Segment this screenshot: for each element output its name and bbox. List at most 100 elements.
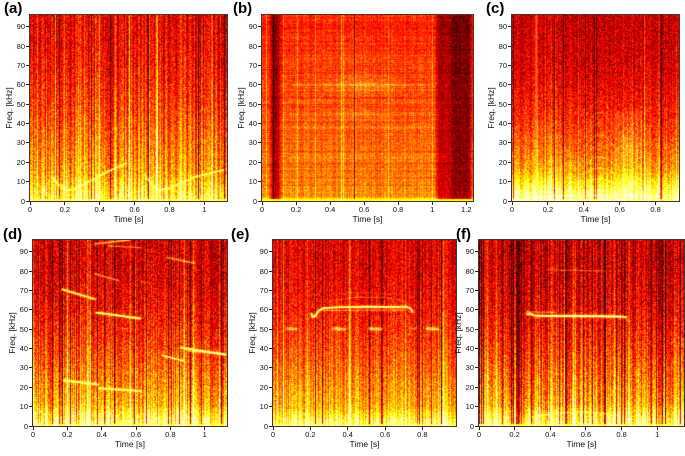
y-tick-label: 60 [498,80,507,90]
y-tick-mark [26,103,29,105]
spectrogram-image-a [30,15,227,201]
y-tick-label: 20 [259,382,268,392]
y-tick-mark [258,200,261,202]
y-tick-mark [26,181,29,183]
y-tick-label: 50 [259,324,268,334]
y-tick-label: 50 [19,324,28,334]
x-tick-label: 0 [509,205,515,214]
panel-label-a: (a) [4,0,23,17]
y-tick-label: 50 [248,99,257,109]
x-tick-mark [511,202,513,205]
y-tick-mark [258,64,261,66]
x-tick-mark [135,427,137,430]
y-tick-mark [475,425,478,427]
y-tick-label: 10 [19,402,28,412]
y-tick-label: 60 [248,80,257,90]
x-tick-mark [549,427,551,430]
y-tick-label: 80 [465,266,474,276]
y-tick-mark [475,270,478,272]
y-tick-mark [258,142,261,144]
y-tick-mark [258,161,261,163]
y-tick-mark [508,181,511,183]
x-tick-label: 0.8 [417,430,428,439]
x-tick-label: 1 [430,205,435,214]
y-tick-mark [475,406,478,408]
x-axis-label-d: Time [s] [115,439,145,449]
spectrogram-plot-c [511,14,680,202]
x-tick-mark [66,427,68,430]
y-tick-mark [508,200,511,202]
x-tick-label: 0.2 [290,205,302,214]
x-tick-label: 0.2 [62,430,73,439]
x-tick-label: 0.6 [580,430,592,439]
y-tick-mark [29,270,32,272]
y-tick-label: 80 [498,41,507,51]
x-tick-mark [329,202,331,205]
x-tick-label: 0 [30,430,36,439]
y-tick-label: 0 [469,421,474,431]
x-axis-label-b: Time [s] [352,214,383,224]
x-tick-label: 0.6 [130,430,142,439]
x-tick-mark [168,202,170,205]
x-tick-label: 0.2 [542,205,554,214]
y-tick-mark [258,26,261,28]
spectrogram-image-e [273,240,456,426]
x-tick-label: 0.2 [509,430,520,439]
spectrogram-plot-f [478,239,685,427]
y-tick-label: 40 [16,119,25,128]
y-tick-label: 90 [248,22,257,32]
y-tick-label: 90 [259,247,268,257]
y-tick-label: 0 [252,196,257,206]
x-tick-mark [64,202,66,205]
y-tick-label: 50 [465,324,474,334]
x-tick-mark [295,202,297,205]
y-tick-label: 0 [23,421,28,431]
y-tick-mark [269,425,272,427]
x-axis-label-c: Time [s] [580,214,611,224]
y-tick-label: 0 [502,196,507,206]
y-tick-label: 90 [19,247,28,257]
y-tick-label: 10 [16,177,25,187]
x-tick-mark [203,202,205,205]
y-tick-mark [508,45,511,47]
x-tick-label: 0.4 [324,205,336,214]
y-tick-label: 50 [498,99,507,109]
y-tick-label: 20 [16,157,25,167]
x-tick-label: 0.8 [165,430,176,439]
y-tick-mark [258,45,261,47]
x-tick-label: 0.6 [379,430,391,439]
y-tick-label: 60 [465,305,474,315]
x-tick-label: 0 [476,430,482,439]
y-tick-mark [29,328,32,330]
panel-label-d: (d) [3,226,23,243]
y-tick-mark [475,348,478,349]
y-tick-mark [475,386,478,388]
y-tick-label: 60 [259,305,268,315]
y-tick-mark [269,309,272,311]
x-tick-mark [363,202,365,205]
y-tick-mark [508,64,511,66]
y-tick-label: 40 [465,344,474,353]
x-tick-label: 0.8 [392,205,404,214]
y-tick-mark [26,123,29,124]
spectrogram-image-c [512,15,679,201]
y-tick-label: 20 [465,382,474,392]
panel-label-e: (e) [231,226,250,243]
y-tick-mark [269,251,272,253]
x-tick-label: 0.6 [129,205,140,214]
y-tick-label: 30 [19,363,28,373]
y-tick-label: 60 [19,305,28,315]
x-tick-label: 0 [27,205,33,214]
y-tick-mark [258,103,261,105]
x-tick-mark [585,427,587,430]
y-tick-label: 60 [16,80,25,90]
x-tick-label: 1 [202,430,207,439]
x-axis-label-e: Time [s] [349,439,380,449]
spectrogram-image-b [262,15,473,201]
x-tick-mark [134,202,136,205]
y-tick-label: 90 [498,22,507,32]
y-tick-label: 30 [498,138,507,148]
y-tick-label: 70 [465,285,474,295]
